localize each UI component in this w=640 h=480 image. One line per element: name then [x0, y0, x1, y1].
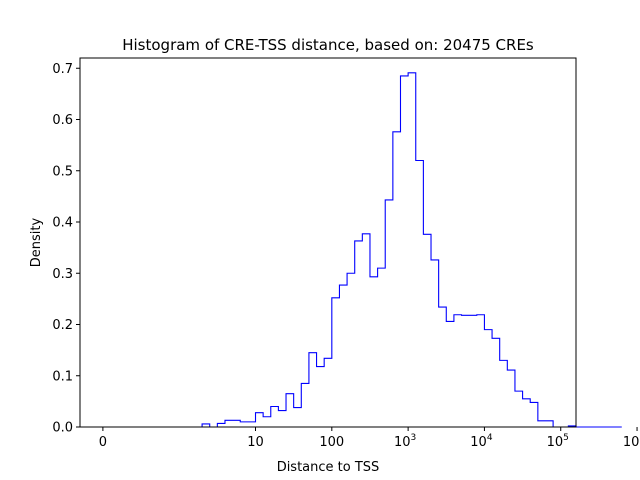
plot-frame: [79, 57, 577, 428]
y-tick-label: 0.6: [52, 113, 73, 128]
y-tick-label: 0.0: [52, 421, 73, 436]
x-axis-label: Distance to TSS: [277, 460, 380, 475]
plot-area: [179, 72, 622, 428]
y-axis: 0.0 0.1 0.2 0.3 0.4 0.5 0.6 0.7: [52, 62, 80, 436]
x-tick-label: 100: [319, 435, 344, 450]
x-tick-label: 0: [99, 435, 107, 450]
x-tick-label: 10: [247, 435, 264, 450]
y-tick-label: 0.2: [52, 318, 73, 333]
x-tick-exponent: 5: [563, 433, 569, 443]
x-axis: 0 10 100 103 104 105 106: [99, 427, 640, 450]
x-tick-exponent: 3: [411, 433, 417, 443]
y-tick-label: 0.4: [52, 216, 73, 231]
x-tick-label: 103: [394, 433, 416, 450]
y-tick-label: 0.7: [52, 62, 73, 77]
x-tick-label: 104: [470, 433, 493, 450]
y-tick-label: 0.1: [52, 369, 73, 384]
x-tick-label: 105: [547, 433, 569, 450]
y-tick-label: 0.3: [52, 267, 73, 282]
x-tick-exponent: 4: [487, 433, 493, 443]
x-tick-label: 106: [623, 433, 640, 450]
histogram-series-0: [179, 72, 622, 428]
y-tick-label: 0.5: [52, 164, 73, 179]
chart-title: Histogram of CRE-TSS distance, based on:…: [122, 36, 534, 54]
y-axis-label: Density: [29, 217, 44, 267]
